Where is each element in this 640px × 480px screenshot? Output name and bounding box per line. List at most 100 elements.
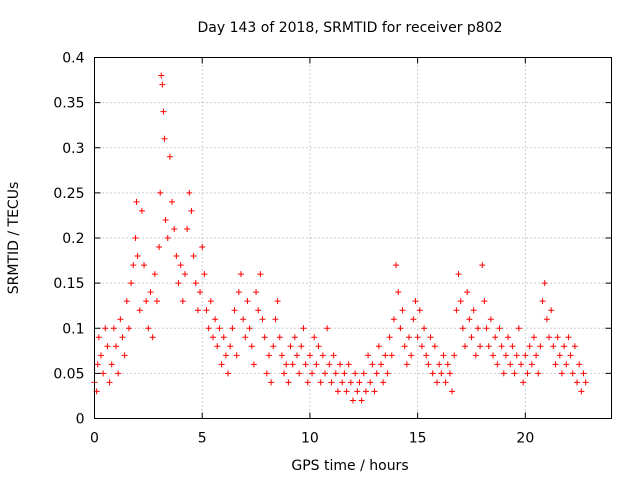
data-point [237,271,244,278]
data-point [209,334,216,341]
data-point [134,253,141,260]
data-point [386,334,393,341]
data-point [362,388,369,395]
data-point [429,370,436,377]
data-point [421,325,428,332]
data-point [440,352,447,359]
data-point [214,343,221,350]
data-point [296,370,303,377]
data-point [199,244,206,251]
data-point [113,343,120,350]
data-point [444,361,451,368]
data-point [106,379,113,386]
x-tick-label: 5 [198,431,207,447]
data-point [255,307,262,314]
data-point [507,361,514,368]
data-point [133,198,140,205]
data-point [492,334,499,341]
data-point [580,370,587,377]
data-point [470,307,477,314]
data-point [354,388,361,395]
data-point [382,352,389,359]
x-axis-label: GPS time / hours [291,458,408,474]
data-point [231,307,238,314]
data-point [173,253,180,260]
data-point [151,271,158,278]
data-point [569,370,576,377]
data-point [356,379,363,386]
data-point [330,352,337,359]
data-point [390,316,397,323]
data-point [548,307,555,314]
data-point [274,298,281,305]
data-point [121,352,128,359]
data-point [315,343,322,350]
data-point [563,361,570,368]
data-point [410,316,417,323]
data-point [184,225,191,232]
data-point [194,307,201,314]
data-point [371,388,378,395]
data-point [248,343,255,350]
data-point [406,334,413,341]
data-point [369,361,376,368]
data-point [565,334,572,341]
data-point [436,361,443,368]
data-point [157,189,164,196]
data-point [472,352,479,359]
y-tick-label: 0.35 [53,96,84,112]
data-point [97,352,104,359]
data-point [571,343,578,350]
y-axis-label: SRMTID / TECUs [6,182,22,295]
data-point [477,343,484,350]
data-point [380,379,387,386]
data-point [451,352,458,359]
data-point [453,307,460,314]
data-point [117,316,124,323]
data-point [561,343,568,350]
data-point [496,325,503,332]
data-point [263,370,270,377]
data-point [474,325,481,332]
data-point [244,298,251,305]
data-point [115,370,122,377]
data-point [104,343,111,350]
data-point [328,379,335,386]
data-point [466,316,473,323]
data-point [365,352,372,359]
data-point [138,207,145,214]
data-point [511,370,518,377]
data-point [272,316,279,323]
data-point [546,334,553,341]
data-point [136,307,143,314]
data-point [341,370,348,377]
data-point [399,307,406,314]
y-tick-label: 0.3 [62,141,84,157]
data-point [427,334,434,341]
data-point [222,352,229,359]
data-point [324,325,331,332]
y-tick-label: 0.2 [62,231,84,247]
data-point [242,334,249,341]
data-point [524,370,531,377]
data-point [227,343,234,350]
grid-lines [94,57,612,419]
data-point [431,343,438,350]
data-point [416,307,423,314]
data-point [414,334,421,341]
data-point [479,262,486,269]
data-point [300,325,307,332]
data-point [192,280,199,287]
data-point [229,325,236,332]
data-point [287,343,294,350]
data-point [502,352,509,359]
data-point [291,334,298,341]
data-point [293,352,300,359]
data-point [179,298,186,305]
data-point [408,352,415,359]
data-point [225,370,232,377]
y-tick-label: 0.4 [62,51,84,67]
data-point [235,289,242,296]
data-point [164,235,171,241]
